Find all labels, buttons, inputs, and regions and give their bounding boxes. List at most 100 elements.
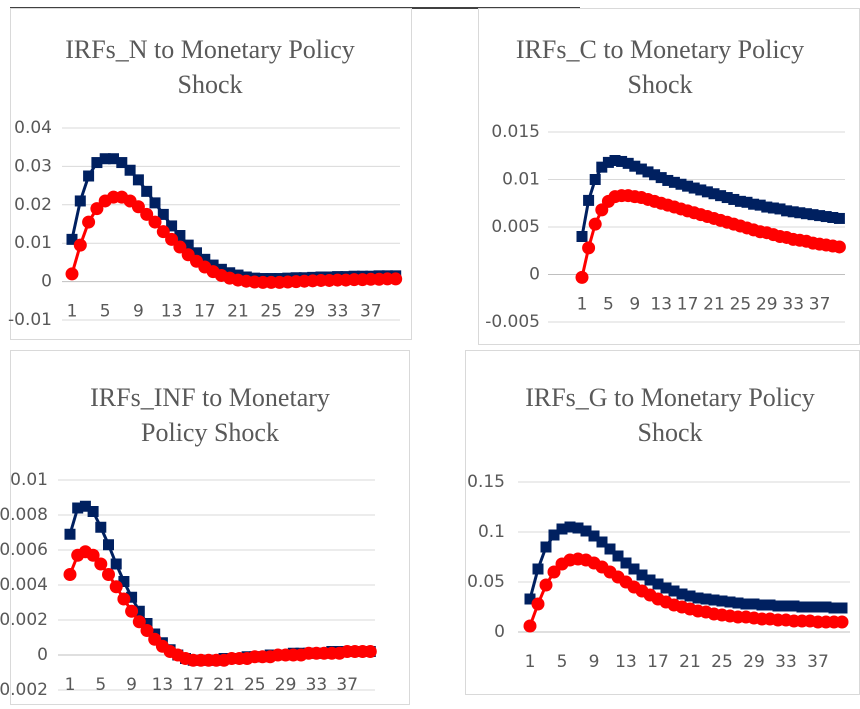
- marker: [588, 530, 600, 542]
- marker: [761, 201, 773, 213]
- marker: [580, 525, 592, 537]
- marker: [132, 174, 144, 186]
- marker: [131, 200, 145, 214]
- marker: [701, 186, 713, 198]
- marker: [564, 521, 576, 533]
- marker: [812, 601, 824, 613]
- x-tick-label: 9: [133, 302, 144, 322]
- marker: [814, 210, 826, 222]
- marker: [102, 568, 115, 581]
- marker: [389, 272, 403, 286]
- x-tick-label: 25: [711, 652, 733, 672]
- x-tick-label: 29: [294, 302, 316, 322]
- marker: [609, 155, 621, 166]
- marker: [660, 582, 672, 594]
- x-tick-label: 1: [577, 295, 588, 315]
- marker: [675, 178, 687, 190]
- marker: [165, 232, 179, 246]
- marker: [715, 190, 727, 202]
- marker: [199, 253, 211, 265]
- marker: [668, 176, 680, 188]
- marker: [748, 598, 760, 610]
- marker: [132, 615, 146, 629]
- marker: [140, 624, 154, 637]
- chart-title: IRFs_N to Monetary Policy Shock: [65, 35, 355, 99]
- marker: [754, 199, 766, 211]
- x-tick-label: 17: [194, 302, 216, 322]
- x-tick-label: 13: [650, 295, 672, 315]
- marker: [74, 195, 86, 207]
- marker: [774, 203, 786, 215]
- x-tick-label: 29: [756, 295, 778, 315]
- x-tick-label: 29: [743, 652, 765, 672]
- marker: [166, 220, 178, 232]
- y-tick-label: 0.008: [0, 505, 48, 525]
- marker: [99, 153, 111, 165]
- y-tick-label: 0.01: [14, 233, 52, 253]
- marker: [523, 619, 537, 633]
- y-tick-label: 0.002: [0, 610, 48, 630]
- marker: [588, 217, 602, 231]
- x-tick-label: 1: [525, 652, 536, 672]
- marker: [556, 523, 568, 535]
- marker: [820, 211, 832, 223]
- x-tick-label: 17: [677, 295, 699, 315]
- x-tick-label: 33: [327, 302, 349, 322]
- marker: [109, 580, 123, 594]
- marker: [174, 230, 186, 242]
- marker: [173, 240, 187, 254]
- x-tick-label: 37: [809, 295, 831, 315]
- marker: [676, 588, 688, 600]
- marker: [649, 169, 661, 181]
- marker: [596, 161, 608, 173]
- marker: [110, 558, 122, 570]
- marker: [363, 645, 377, 658]
- y-tick-label: 0.01: [10, 470, 48, 490]
- marker: [103, 539, 114, 551]
- x-tick-label: 21: [679, 652, 701, 672]
- marker: [832, 240, 846, 254]
- marker: [642, 166, 654, 178]
- y-tick-label: 0.004: [0, 575, 48, 595]
- marker: [796, 601, 808, 613]
- marker: [728, 193, 740, 205]
- marker: [149, 197, 161, 209]
- marker: [692, 592, 704, 604]
- x-tick-label: 21: [703, 295, 725, 315]
- marker: [668, 585, 680, 597]
- x-tick-label: 33: [782, 295, 804, 315]
- x-tick-label: 9: [629, 295, 640, 315]
- marker: [734, 195, 746, 207]
- y-tick-label: -0.002: [0, 680, 48, 700]
- x-tick-label: 33: [775, 652, 797, 672]
- x-tick-label: 25: [730, 295, 752, 315]
- marker: [688, 182, 700, 194]
- y-tick-label: 0.01: [502, 170, 540, 190]
- x-tick-label: 5: [603, 295, 614, 315]
- marker: [807, 209, 819, 221]
- marker: [125, 604, 139, 618]
- marker: [682, 180, 694, 192]
- marker: [684, 590, 696, 602]
- panel-border: [10, 350, 410, 705]
- marker: [662, 174, 674, 186]
- marker: [636, 569, 648, 581]
- marker: [748, 198, 760, 210]
- marker: [732, 597, 744, 609]
- marker: [65, 267, 79, 281]
- x-tick-label: 29: [275, 675, 297, 695]
- x-tick-label: 17: [647, 652, 669, 672]
- marker: [117, 592, 131, 606]
- chart-title: IRFs_C to Monetary Policy Shock: [515, 35, 805, 99]
- marker: [652, 578, 664, 590]
- x-tick-label: 5: [100, 302, 111, 322]
- y-tick-label: 0: [37, 645, 48, 665]
- x-tick-label: 25: [244, 675, 266, 695]
- y-tick-label: 0: [41, 272, 52, 292]
- series-line: [70, 157, 396, 281]
- marker: [622, 157, 634, 169]
- marker: [64, 528, 76, 540]
- marker: [583, 194, 595, 206]
- marker: [721, 192, 733, 204]
